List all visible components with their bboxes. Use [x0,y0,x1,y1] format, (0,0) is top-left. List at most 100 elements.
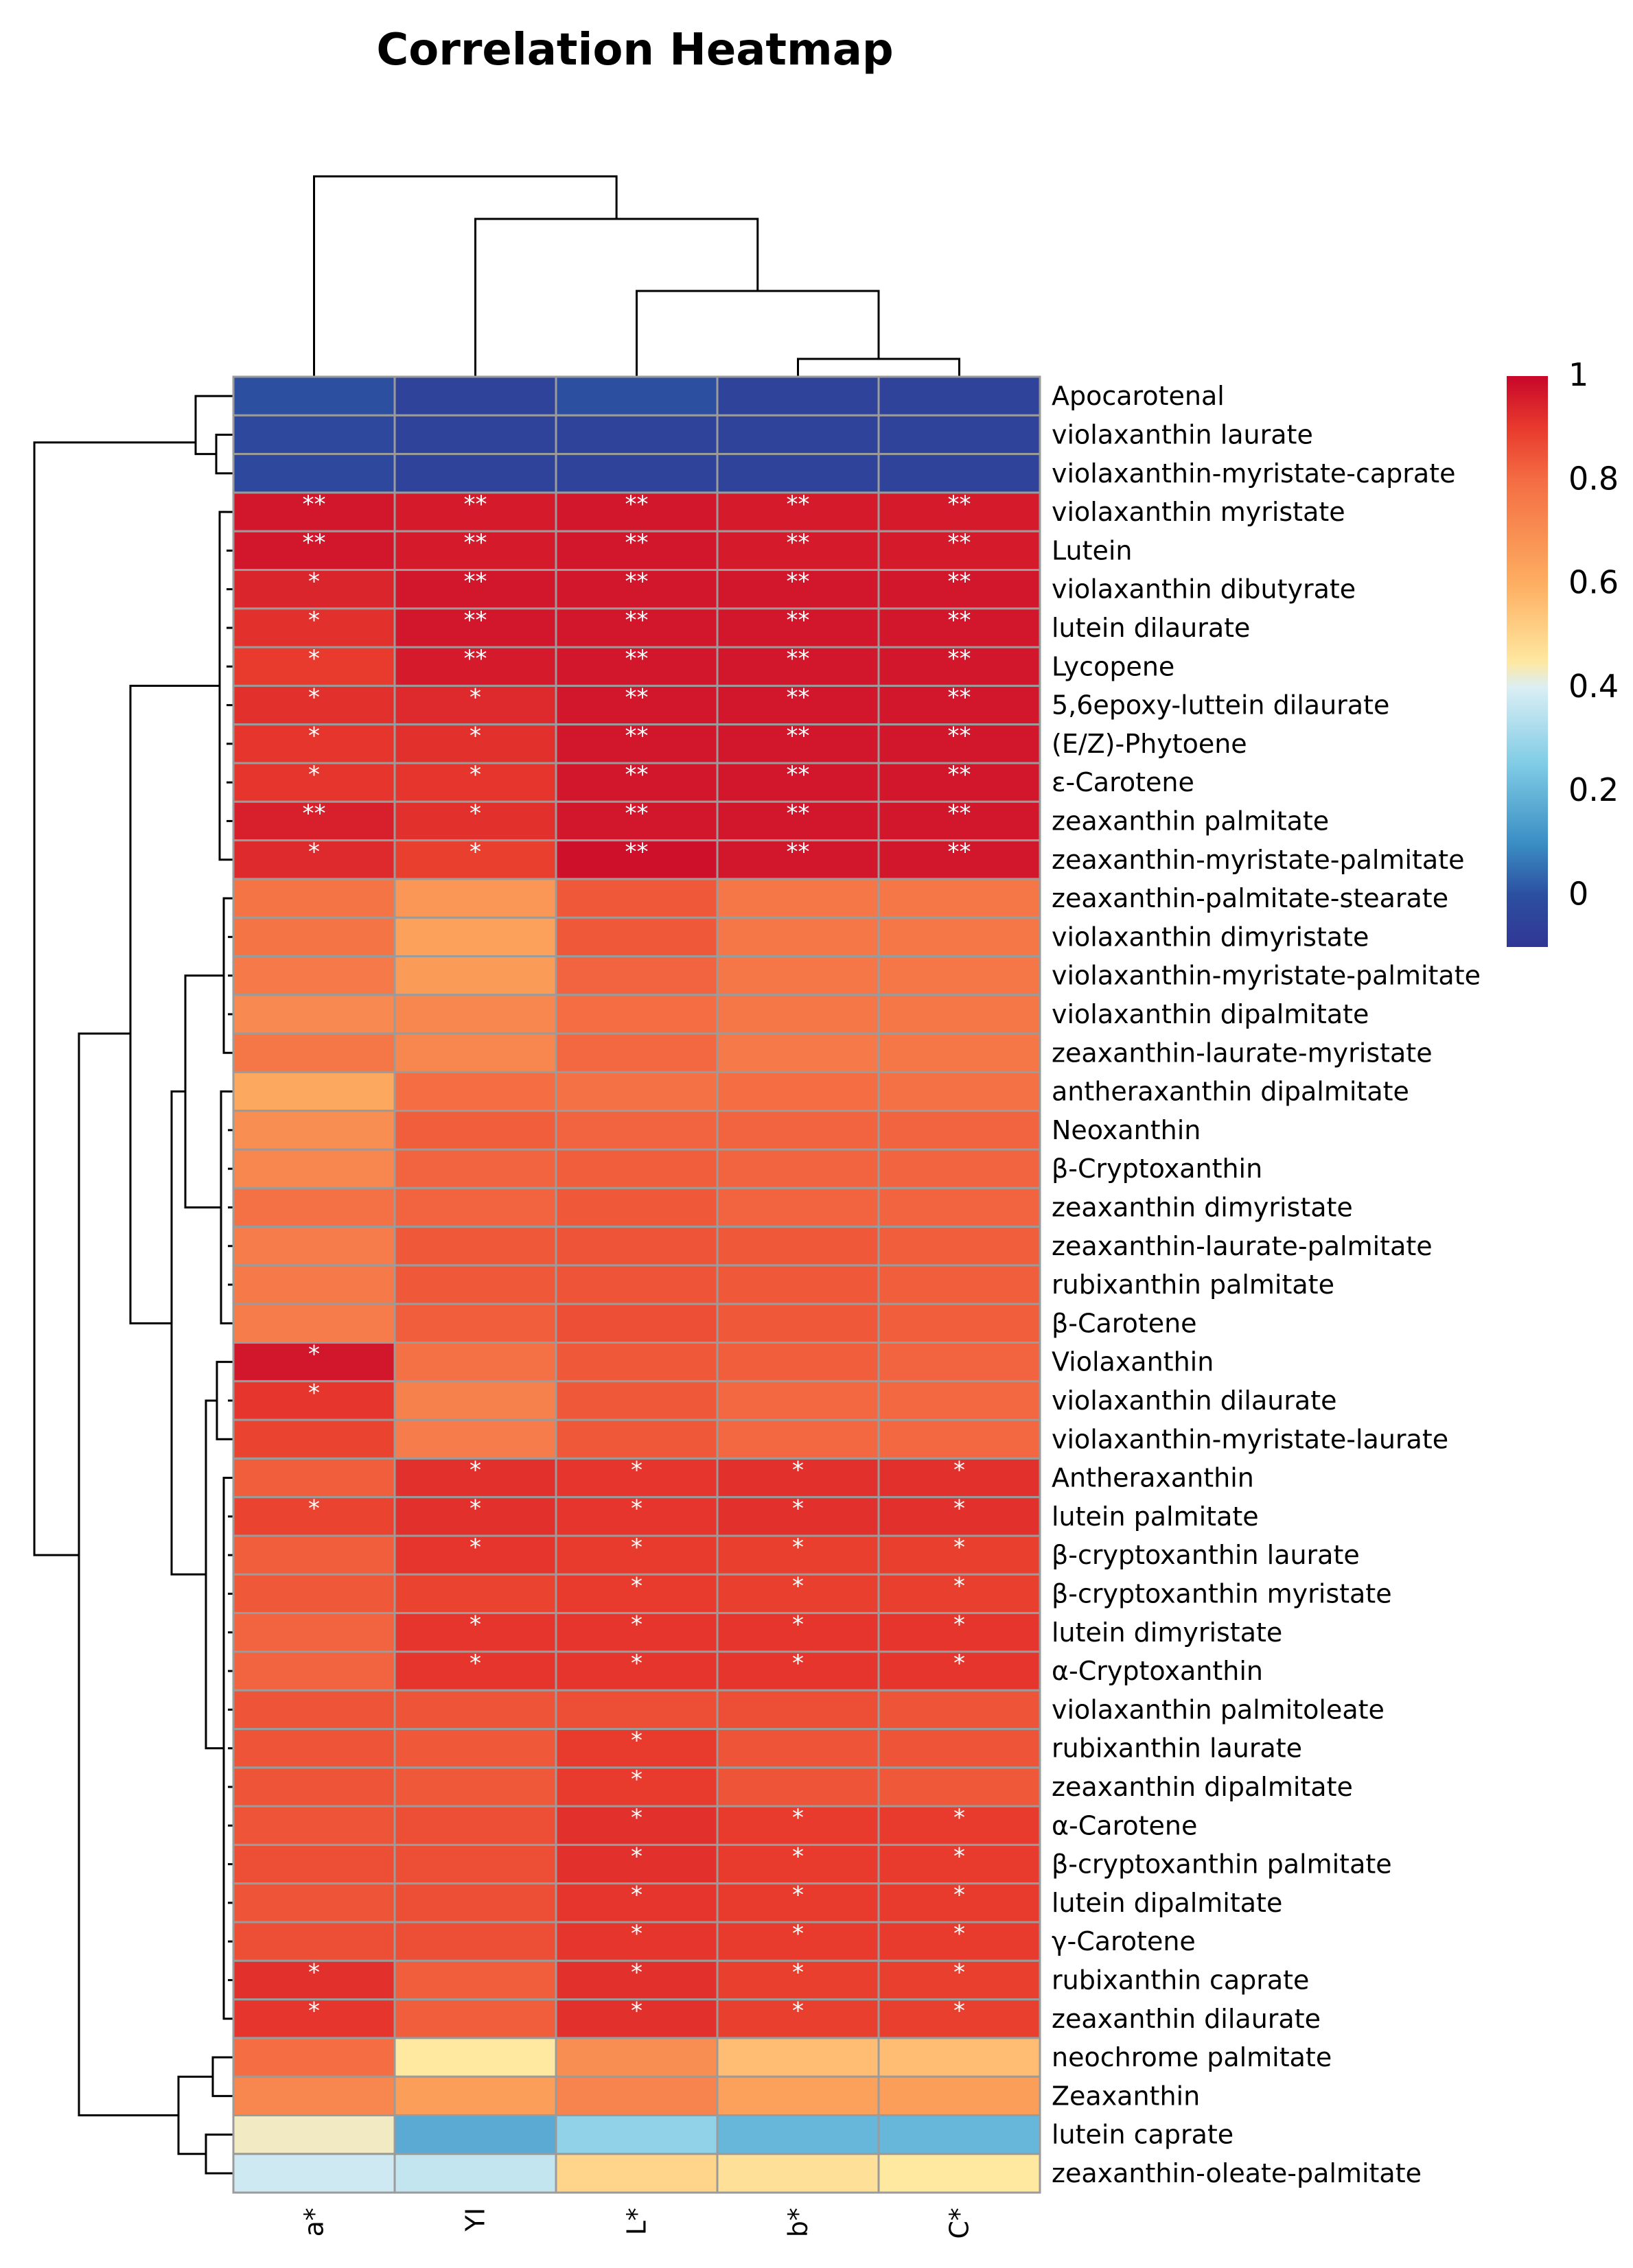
row-label: lutein palmitate [1052,1501,1259,1532]
significance-mark: ** [303,491,326,518]
row-label: violaxanthin laurate [1052,419,1313,449]
significance-mark: * [953,1495,965,1523]
row-label: violaxanthin-myristate-laurate [1052,1424,1448,1454]
dendrogram-branch [215,433,233,475]
dendrogram-branch [216,1361,228,1440]
heatmap-cell [232,723,396,764]
heatmap-cell [555,607,719,648]
significance-mark: ** [948,491,971,518]
heatmap-cell [877,2153,1041,2194]
significance-mark: * [792,1650,804,1677]
heatmap-cell [393,375,557,417]
heatmap-cell [232,414,396,456]
heatmap-cell [716,2037,880,2078]
dendrogram-branch [129,684,220,1324]
significance-mark: ** [464,645,487,673]
heatmap-cell [232,1032,396,1073]
heatmap-cell [716,2075,880,2116]
heatmap-cell [393,994,557,1035]
significance-mark: * [953,1843,965,1870]
heatmap-cell [877,1110,1041,1151]
row-label: violaxanthin dipalmitate [1052,999,1369,1029]
row-label: zeaxanthin-palmitate-stearate [1052,883,1448,913]
row-label: violaxanthin palmitoleate [1052,1694,1385,1725]
heatmap-cell [555,1342,719,1383]
dendrogram-branch [636,290,880,377]
heatmap-cell [555,1766,719,1808]
heatmap-cell [393,1728,557,1769]
significance-mark: ** [948,607,971,634]
significance-mark: * [631,1804,642,1832]
significance-mark: * [308,645,320,673]
heatmap-cell [232,1418,396,1460]
row-label: zeaxanthin dilaurate [1052,2004,1321,2034]
heatmap-cell [555,1921,719,1962]
significance-mark: ** [787,723,810,750]
significance-mark: ** [464,491,487,518]
significance-mark: * [308,839,320,866]
row-label: zeaxanthin-laurate-myristate [1052,1038,1433,1068]
row-label: zeaxanthin dimyristate [1052,1192,1353,1222]
significance-mark: ** [948,568,971,596]
heatmap-cell [393,1302,557,1344]
row-label: violaxanthin dibutyrate [1052,574,1356,605]
heatmap-cell [555,1226,719,1267]
legend-tick-label: 0.6 [1568,564,1619,601]
row-label: zeaxanthin-myristate-palmitate [1052,845,1464,875]
heatmap-cell [716,1805,880,1846]
heatmap-cell [716,375,880,417]
heatmap-cell [232,1071,396,1112]
row-label: lutein dilaurate [1052,613,1250,643]
dendrogram-branch [313,175,618,377]
row-label: β-cryptoxanthin myristate [1052,1578,1392,1609]
heatmap-cell [393,1071,557,1112]
significance-mark: * [953,1611,965,1639]
significance-mark: * [631,1611,642,1639]
heatmap-cell [877,1959,1041,2001]
heatmap-cell [232,1766,396,1808]
heatmap-cell [393,1226,557,1267]
heatmap-cell [232,1805,396,1846]
heatmap-cell [555,375,719,417]
significance-mark: * [308,1959,320,1986]
significance-mark: * [308,1379,320,1407]
heatmap-cell [716,1110,880,1151]
row-label: lutein dipalmitate [1052,1888,1282,1918]
dendrogram-branch [205,1399,224,1750]
heatmap-cell [555,646,719,687]
row-label: rubixanthin caprate [1052,1965,1309,1995]
significance-mark: * [953,1650,965,1677]
heatmap-cell [555,839,719,880]
heatmap-cell [555,1264,719,1305]
significance-mark: * [470,1611,481,1639]
heatmap-cell [877,1689,1041,1730]
heatmap-cell [877,1921,1041,1962]
heatmap-cell [716,453,880,494]
heatmap-cell [232,916,396,957]
heatmap-cell [877,1148,1041,1189]
column-label: b* [783,2208,813,2237]
significance-mark: * [792,1534,804,1561]
heatmap-cell [232,762,396,803]
heatmap-cell [877,375,1041,417]
dendrogram-branch [222,1477,228,2020]
row-label: lutein caprate [1052,2120,1234,2150]
row-label: (E/Z)-Phytoene [1052,729,1247,759]
legend-color-bar [1507,376,1548,947]
heatmap-cell [393,1766,557,1808]
heatmap-cell [716,414,880,456]
heatmap-cell [232,1302,396,1344]
significance-mark: * [792,1495,804,1523]
heatmap-cell [877,1226,1041,1267]
row-labels: Apocarotenal violaxanthin laurate violaxan… [1052,381,1481,2188]
row-label: α-Cryptoxanthin [1052,1656,1263,1686]
heatmap-cell [555,1689,719,1730]
significance-mark: * [470,761,481,788]
heatmap-cell [393,878,557,919]
column-label: C* [945,2208,975,2239]
significance-mark: * [470,839,481,866]
heatmap-cell [716,2153,880,2194]
heatmap-cell [555,955,719,996]
row-label: Lutein [1052,535,1133,565]
significance-mark: ** [625,645,649,673]
